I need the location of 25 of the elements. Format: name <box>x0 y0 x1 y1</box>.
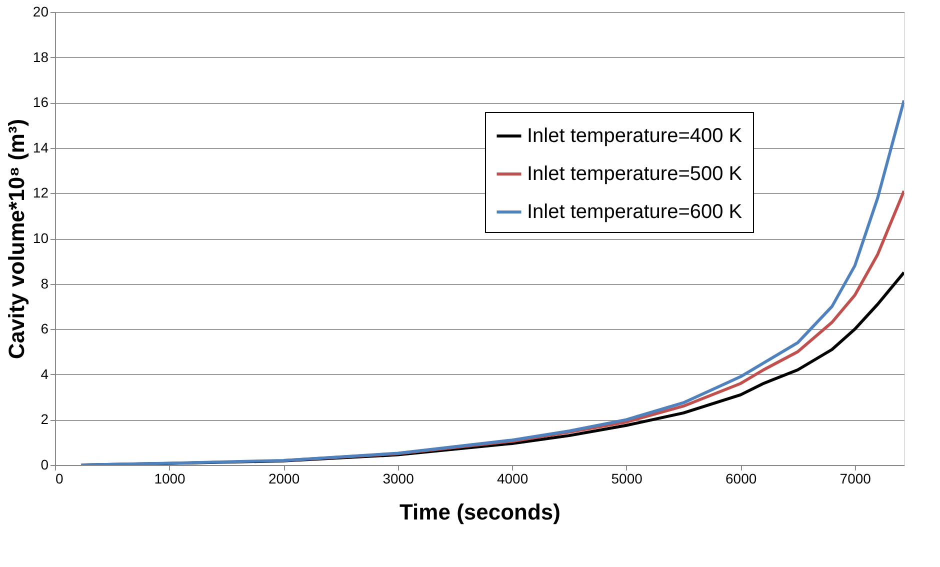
y-tick-label: 12 <box>32 184 49 201</box>
y-tick-label: 16 <box>32 94 49 110</box>
y-tick-label: 2 <box>40 411 49 428</box>
x-axis-title: Time (seconds) <box>400 500 560 524</box>
line-series <box>80 98 904 465</box>
x-tick-label: 3000 <box>382 470 414 486</box>
y-tick-label: 8 <box>40 275 49 292</box>
x-tick-label: 7000 <box>840 470 872 486</box>
x-tick-label: 6000 <box>726 470 757 486</box>
legend-label: Inlet temperature=600 K <box>527 201 743 223</box>
y-tick-label: 4 <box>40 366 49 382</box>
y-tick-label: 14 <box>32 139 49 156</box>
x-tick-label: 4000 <box>496 470 528 486</box>
y-tick-label: 0 <box>40 456 49 472</box>
legend-label: Inlet temperature=400 K <box>527 125 743 147</box>
y-tick-label: 20 <box>32 4 49 20</box>
y-tick-label: 6 <box>40 320 49 337</box>
legend-label: Inlet temperature=500 K <box>527 163 743 185</box>
x-tick-label: 2000 <box>268 470 300 486</box>
x-tick-label: 1000 <box>154 470 186 486</box>
x-tick-label: 0 <box>56 470 64 486</box>
y-axis-title: Cavity volume*10⁸ (m³) <box>4 118 29 360</box>
y-tick-label: 18 <box>32 48 49 65</box>
x-tick-label: 5000 <box>611 470 643 486</box>
y-tick-label: 10 <box>32 230 49 246</box>
